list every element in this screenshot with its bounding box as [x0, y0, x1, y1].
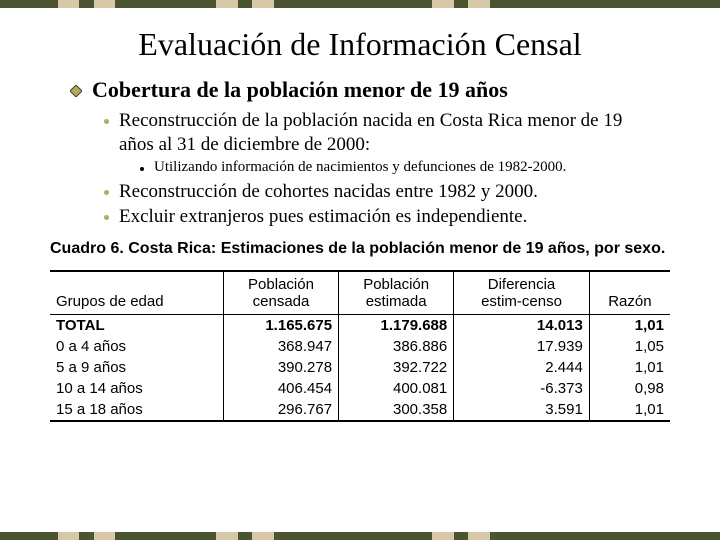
table-cell: -6.373 [454, 378, 590, 399]
col-header: Poblaciónestimada [339, 271, 454, 315]
col-header: Poblacióncensada [223, 271, 338, 315]
table-row: 0 a 4 años368.947386.88617.9391,05 [50, 336, 670, 357]
table-cell: 15 a 18 años [50, 399, 223, 421]
col-header: Razón [589, 271, 670, 315]
bullet-level2-text: Reconstrucción de la población nacida en… [119, 109, 660, 157]
bullet-level1-text: Cobertura de la población menor de 19 añ… [92, 77, 508, 103]
table-cell: 17.939 [454, 336, 590, 357]
top-decorative-band [0, 0, 720, 8]
bullet-level1: Cobertura de la población menor de 19 añ… [70, 77, 660, 103]
table-cell: 1,01 [589, 314, 670, 336]
diamond-bullet-icon [70, 85, 82, 97]
table-cell: 0,98 [589, 378, 670, 399]
table-title: Cuadro 6. Costa Rica: Estimaciones de la… [50, 239, 670, 260]
table-cell: 1,05 [589, 336, 670, 357]
table-cell: 14.013 [454, 314, 590, 336]
table-cell: 300.358 [339, 399, 454, 421]
table-row: 15 a 18 años296.767300.3583.5911,01 [50, 399, 670, 421]
bottom-decorative-band [0, 532, 720, 540]
dot-icon [104, 119, 109, 124]
dot-icon [104, 190, 109, 195]
bullet-level2: Excluir extranjeros pues estimación es i… [104, 205, 660, 229]
bullet-level2: Reconstrucción de cohortes nacidas entre… [104, 180, 660, 204]
bullet-level2-text: Reconstrucción de cohortes nacidas entre… [119, 180, 538, 204]
table-cell: 1,01 [589, 399, 670, 421]
bullet-level3-text: Utilizando información de nacimientos y … [154, 159, 566, 176]
table-cell: 392.722 [339, 357, 454, 378]
table-cell: 368.947 [223, 336, 338, 357]
bullet-level2-text: Excluir extranjeros pues estimación es i… [119, 205, 527, 229]
table-cell: 400.081 [339, 378, 454, 399]
col-header: Grupos de edad [50, 271, 223, 315]
content-area: Cobertura de la población menor de 19 añ… [0, 77, 720, 229]
col-header: Diferenciaestim-censo [454, 271, 590, 315]
table-cell: 1.165.675 [223, 314, 338, 336]
table-row: 5 a 9 años390.278392.7222.4441,01 [50, 357, 670, 378]
table-cell: 0 a 4 años [50, 336, 223, 357]
table-cell: 3.591 [454, 399, 590, 421]
table-cell: 2.444 [454, 357, 590, 378]
dot-icon [104, 215, 109, 220]
table-cell: 1.179.688 [339, 314, 454, 336]
table-row: TOTAL1.165.6751.179.68814.0131,01 [50, 314, 670, 336]
table-cell: 390.278 [223, 357, 338, 378]
table-header-row: Grupos de edad Poblacióncensada Població… [50, 271, 670, 315]
table-cell: 10 a 14 años [50, 378, 223, 399]
table-cell: 296.767 [223, 399, 338, 421]
table-block: Cuadro 6. Costa Rica: Estimaciones de la… [50, 239, 670, 422]
slide-title: Evaluación de Información Censal [40, 26, 680, 63]
table-cell: 5 a 9 años [50, 357, 223, 378]
table-cell: 386.886 [339, 336, 454, 357]
bullet-level3: Utilizando información de nacimientos y … [140, 159, 660, 176]
data-table: Grupos de edad Poblacióncensada Població… [50, 270, 670, 422]
table-cell: TOTAL [50, 314, 223, 336]
table-cell: 1,01 [589, 357, 670, 378]
bullet-level2: Reconstrucción de la población nacida en… [104, 109, 660, 157]
table-row: 10 a 14 años406.454400.081-6.3730,98 [50, 378, 670, 399]
dot-icon [140, 167, 144, 171]
table-cell: 406.454 [223, 378, 338, 399]
